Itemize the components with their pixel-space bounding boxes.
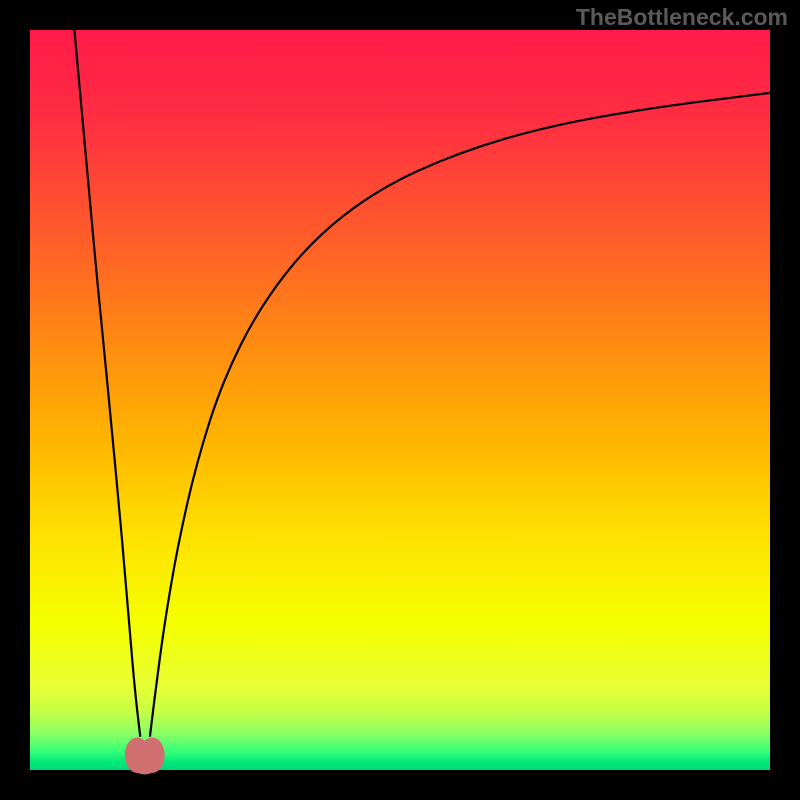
plot-background xyxy=(30,30,770,770)
minimum-marker xyxy=(125,737,165,774)
chart-container: { "watermark": { "text": "TheBottleneck.… xyxy=(0,0,800,800)
bottleneck-chart xyxy=(0,0,800,800)
watermark-text: TheBottleneck.com xyxy=(576,4,788,31)
